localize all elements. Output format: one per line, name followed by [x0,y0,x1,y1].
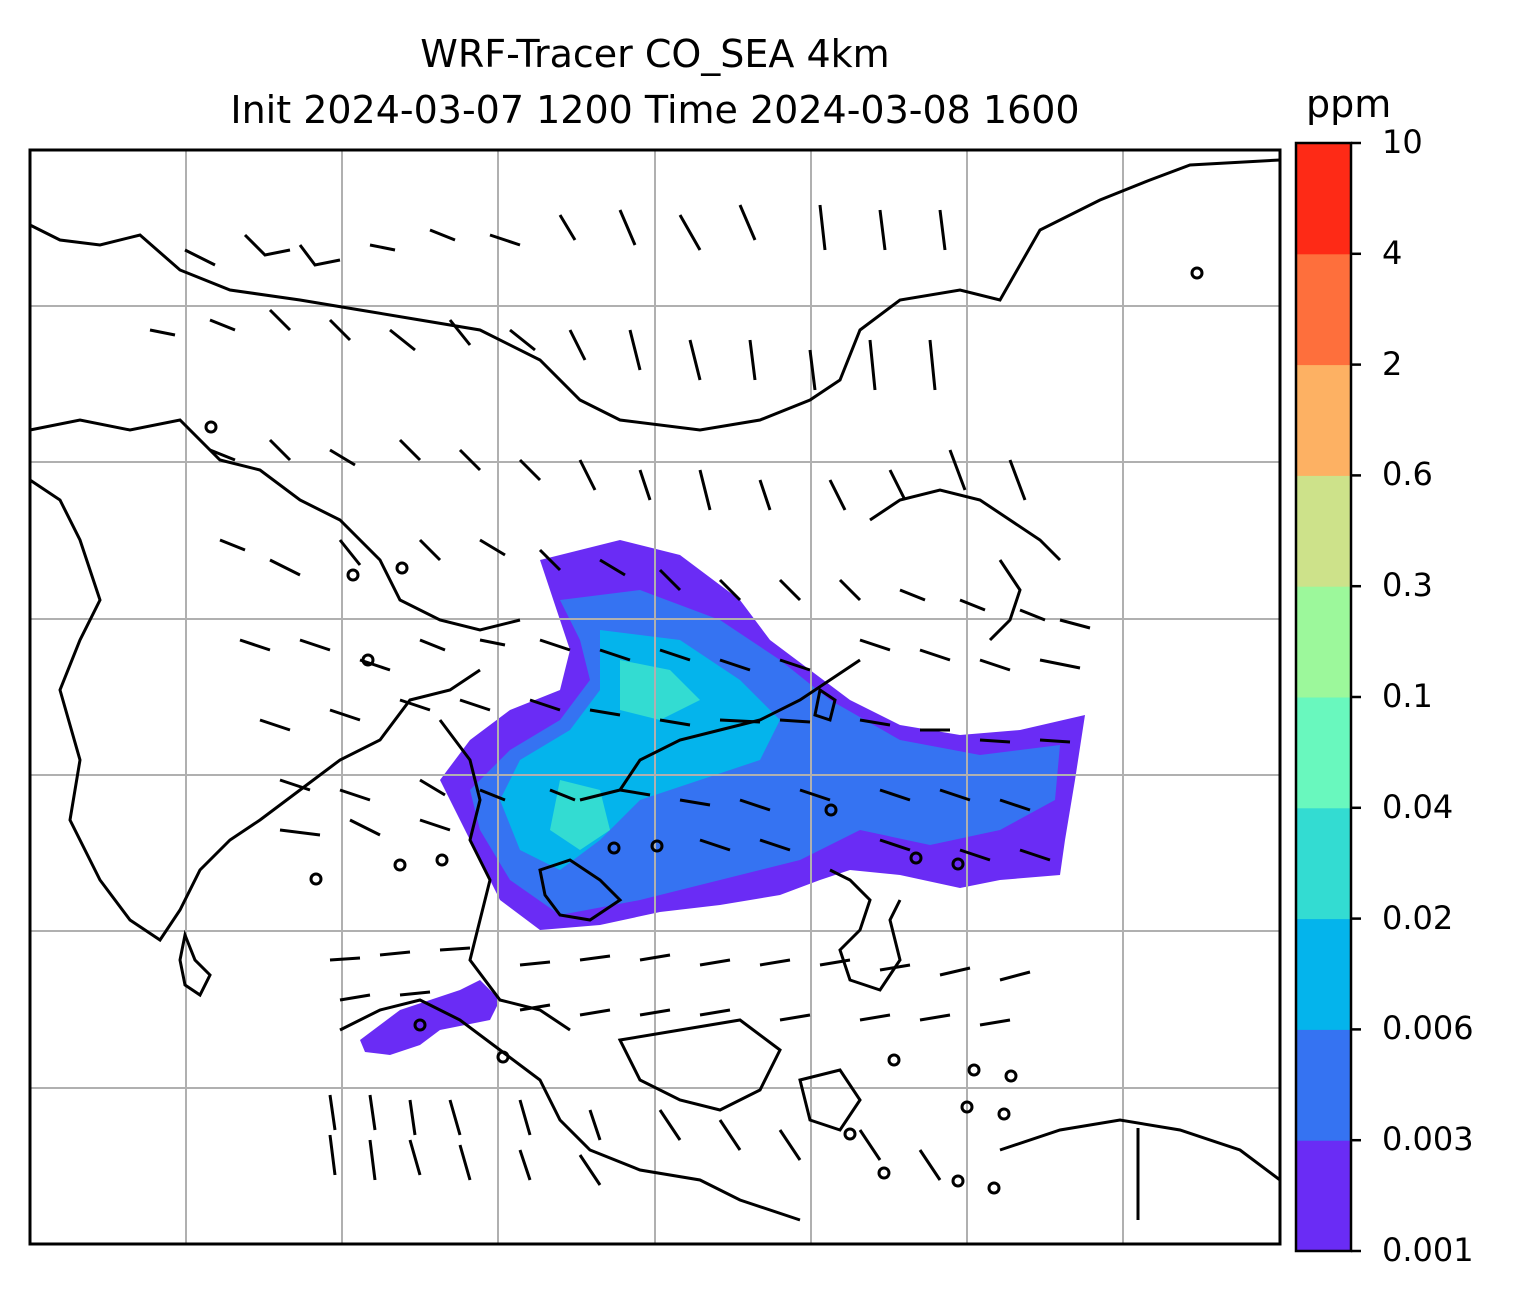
colorbar-segment [1296,918,1351,1030]
colorbar-tick-label: 0.04 [1382,787,1454,826]
colorbar-tick-label: 4 [1382,233,1403,272]
colorbar-tick-label: 0.02 [1382,898,1454,937]
colorbar-tick-label: 0.001 [1382,1231,1474,1269]
colorbar-tick-label: 0.6 [1382,455,1433,494]
colorbar-unit-label: ppm [1306,82,1392,126]
colorbar-tick-label: 0.1 [1382,677,1433,715]
colorbar-segment [1296,143,1351,255]
colorbar-segment [1296,253,1351,366]
colorbar-tick-label: 0.003 [1382,1120,1474,1159]
colorbar-segment [1296,1029,1351,1141]
title-line-1: WRF-Tracer CO_SEA 4km [420,32,890,76]
calm-markers [204,266,1204,1195]
colorbar-tick-label: 2 [1382,344,1403,383]
tracer-plume [360,540,1085,1055]
colorbar-tick-label: 0.006 [1382,1009,1474,1048]
colorbar-ticks [1351,141,1361,1253]
title-line-2: Init 2024-03-07 1200 Time 2024-03-08 160… [230,88,1080,132]
gridlines [30,150,1280,1244]
coastlines [29,158,1281,1222]
colorbar-segment [1296,364,1351,476]
colorbar-segment [1296,1140,1351,1252]
map-frame [28,148,1282,1246]
colorbar-tick-label: 10 [1382,123,1423,161]
colorbar-segment [1296,475,1351,587]
colorbar-segment [1296,807,1351,920]
wind-barbs [149,204,1091,1186]
colorbar-segment [1296,697,1351,809]
colorbar-segment [1296,586,1351,698]
colorbar [1296,143,1351,1252]
colorbar-tick-label: 0.3 [1382,566,1433,605]
